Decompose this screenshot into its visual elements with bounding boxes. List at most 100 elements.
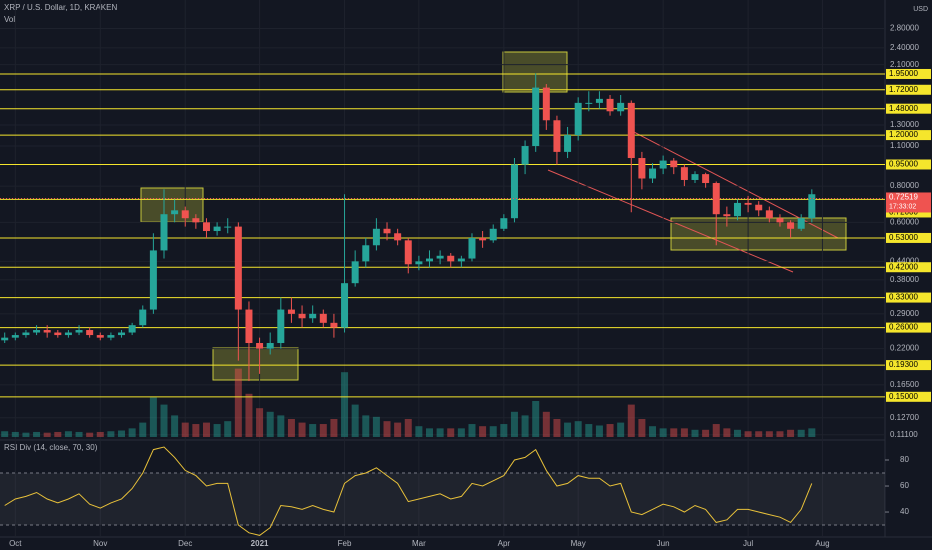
volume-bar	[808, 428, 816, 437]
candle-body	[11, 335, 19, 338]
volume-bar	[139, 422, 147, 437]
volume-bar	[22, 432, 30, 437]
volume-bar	[787, 429, 795, 437]
x-tick-label: Aug	[815, 539, 829, 548]
y-tick-label: 0.44000	[890, 256, 919, 265]
candle-body	[808, 194, 816, 219]
volume-bar	[426, 428, 433, 437]
volume-bar	[96, 431, 104, 437]
candle-body	[22, 332, 30, 336]
candle-body	[564, 135, 572, 152]
candle-body	[192, 218, 200, 223]
volume-bar	[797, 429, 805, 437]
volume-bar	[680, 428, 688, 437]
zone-box	[670, 217, 847, 251]
candle-body	[43, 330, 51, 333]
volume-bar	[564, 422, 572, 437]
volume-bar	[394, 422, 402, 437]
rsi-band-fill	[0, 473, 885, 526]
volume-bar	[213, 424, 221, 437]
candle-body	[383, 228, 391, 234]
volume-bar	[298, 422, 306, 437]
x-tick-label: May	[571, 539, 586, 548]
volume-bar	[118, 430, 126, 437]
volume-bar	[277, 415, 285, 437]
candle-body	[266, 343, 274, 349]
candle-body	[542, 87, 550, 121]
y-tick-label: 0.11100	[890, 430, 918, 439]
volume-bar	[319, 424, 327, 437]
y-tick-label: 0.80000	[890, 181, 919, 190]
volume-bar	[521, 415, 529, 437]
rsi-title: RSI Div (14, close, 70, 30)	[4, 443, 98, 452]
y-tick-label: 2.10000	[890, 60, 919, 69]
candle-body	[691, 174, 699, 180]
candle-body	[149, 250, 157, 310]
rsi-tick-label: 60	[900, 481, 909, 490]
countdown-label: 17:33:02	[889, 203, 916, 210]
candle-body	[319, 313, 327, 323]
volume-bar	[64, 431, 72, 437]
level-label: 1.72000	[889, 85, 918, 94]
candle-body	[638, 158, 646, 179]
candle-body	[351, 261, 359, 284]
candle-body	[245, 309, 253, 344]
volume-bar	[266, 411, 274, 437]
volume-bar	[744, 431, 752, 437]
candle-body	[585, 102, 593, 104]
level-label: 0.26000	[889, 323, 918, 332]
candle-body	[181, 210, 189, 219]
candle-body	[160, 214, 168, 251]
zone-box	[140, 187, 204, 223]
y-tick-label: 0.60000	[890, 217, 919, 226]
y-tick-label: 0.12700	[890, 413, 919, 422]
volume-bar	[224, 421, 232, 437]
candle-body	[426, 258, 433, 262]
volume-bar	[712, 424, 720, 437]
candle-body	[510, 164, 518, 219]
volume-bar	[532, 401, 540, 437]
volume-bar	[733, 429, 741, 437]
candle-body	[617, 102, 625, 112]
candle-body	[797, 218, 805, 229]
volume-bar	[617, 422, 625, 437]
volume-bar	[649, 426, 657, 437]
candle-body	[755, 204, 763, 211]
level-label-bg	[886, 292, 931, 303]
volume-bar	[54, 431, 62, 437]
level-label: 0.95000	[889, 160, 918, 169]
candle-body	[712, 183, 720, 215]
candle-body	[659, 160, 667, 169]
candle-body	[500, 218, 508, 229]
volume-bar	[404, 419, 412, 437]
chart-title: XRP / U.S. Dollar, 1D, KRAKEN	[4, 3, 117, 12]
level-label: 0.42000	[889, 262, 918, 271]
candle-body	[64, 332, 72, 336]
volume-bar	[776, 431, 784, 437]
candle-body	[330, 322, 338, 328]
volume-bar	[245, 393, 253, 437]
level-label: 1.20000	[889, 130, 918, 139]
candle-body	[436, 255, 444, 259]
candle-body	[532, 87, 540, 147]
rsi-tick-label: 80	[900, 455, 909, 464]
zone-box	[502, 51, 568, 93]
volume-bar	[234, 368, 242, 437]
candle-body	[489, 228, 497, 241]
volume-bar	[670, 428, 678, 437]
candle-body	[171, 210, 179, 215]
y-tick-label: 2.80000	[890, 24, 919, 33]
x-tick-label: Dec	[178, 539, 192, 548]
y-tick-label: 1.10000	[890, 141, 919, 150]
level-label: 0.33000	[889, 293, 918, 302]
volume-bar	[595, 425, 603, 437]
level-label-bg	[886, 391, 931, 402]
level-label-bg	[886, 68, 931, 79]
volume-bar	[372, 416, 380, 437]
volume-bar	[256, 408, 264, 437]
volume-bar	[202, 422, 210, 437]
level-label-bg	[886, 159, 931, 170]
x-tick-label: Oct	[9, 539, 22, 548]
level-label: 0.53000	[889, 233, 918, 242]
